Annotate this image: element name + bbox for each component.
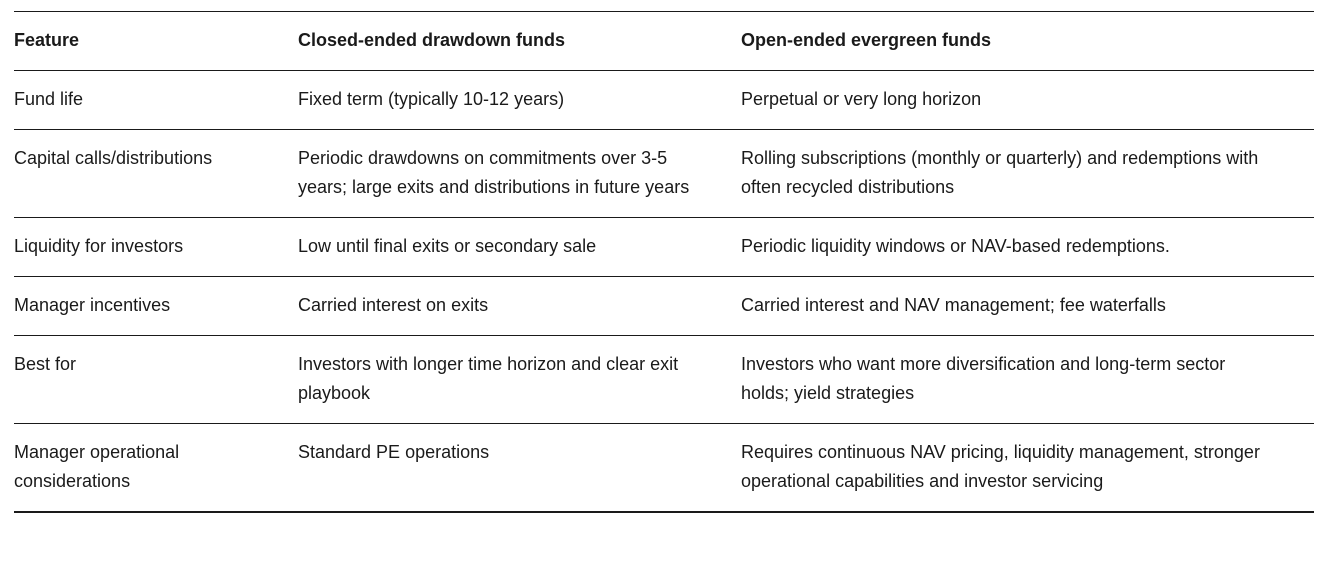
column-header-open-ended-funds: Open-ended evergreen funds — [741, 11, 1314, 71]
table-row: Capital calls/distributions Periodic dra… — [14, 129, 1314, 218]
closed-fund-cell: Investors with longer time horizon and c… — [298, 335, 741, 424]
table-row: Manager incentives Carried interest on e… — [14, 276, 1314, 336]
open-fund-cell: Rolling subscriptions (monthly or quarte… — [741, 129, 1314, 218]
closed-fund-cell: Fixed term (typically 10-12 years) — [298, 70, 741, 130]
column-header-feature: Feature — [14, 11, 298, 71]
feature-cell: Fund life — [14, 70, 298, 130]
open-fund-cell: Periodic liquidity windows or NAV-based … — [741, 217, 1314, 277]
closed-fund-cell: Carried interest on exits — [298, 276, 741, 336]
table-row: Fund life Fixed term (typically 10-12 ye… — [14, 70, 1314, 130]
open-fund-cell: Requires continuous NAV pricing, liquidi… — [741, 442, 1260, 491]
feature-cell: Manager operational considerations — [14, 442, 180, 491]
closed-fund-cell: Standard PE operations — [298, 442, 490, 462]
table-row: Best for Investors with longer time hori… — [14, 335, 1314, 424]
open-fund-cell: Carried interest and NAV management; fee… — [741, 276, 1314, 336]
open-fund-cell: Perpetual or very long horizon — [741, 70, 1314, 130]
feature-cell: Liquidity for investors — [14, 217, 298, 277]
open-fund-cell: Investors who want more diversification … — [741, 335, 1314, 424]
feature-cell: Manager incentives — [14, 276, 298, 336]
column-header-closed-ended-funds: Closed-ended drawdown funds — [298, 11, 741, 71]
feature-cell: Capital calls/distributions — [14, 129, 298, 218]
fund-comparison-table: Feature Closed-ended drawdown funds Open… — [14, 11, 1314, 513]
header-row: Feature Closed-ended drawdown funds Open… — [14, 11, 1314, 71]
table-row: Liquidity for investors Low until final … — [14, 217, 1314, 277]
closed-fund-cell: Low until final exits or secondary sale — [298, 217, 741, 277]
feature-cell: Best for — [14, 335, 298, 424]
closed-fund-cell: Periodic drawdowns on commitments over 3… — [298, 129, 741, 218]
table-row: Manager operational considerations Stand… — [14, 424, 1314, 513]
